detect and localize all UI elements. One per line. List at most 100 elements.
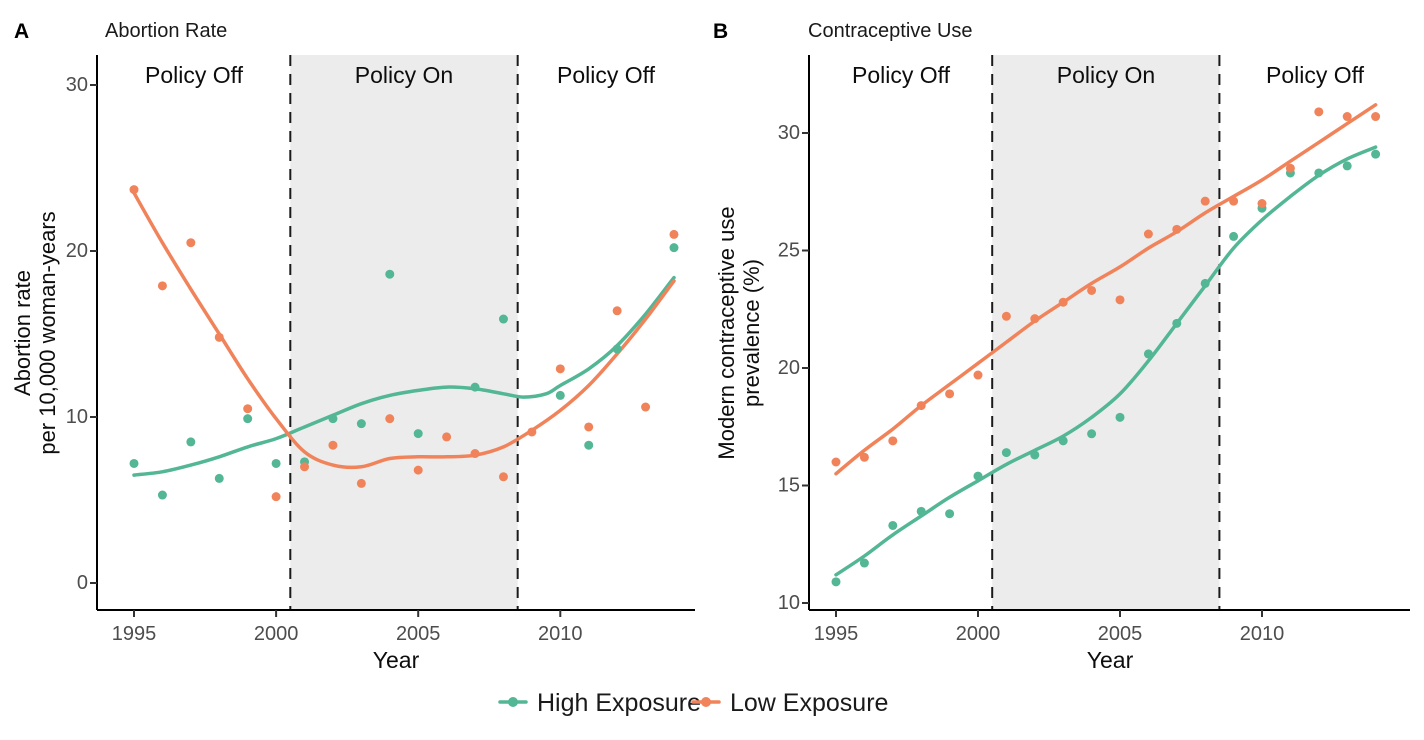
- panel-a-ylabel-line1: Abortion rate: [10, 270, 35, 396]
- data-point-low-exposure: [186, 238, 196, 248]
- panel-b-title: Contraceptive Use: [808, 20, 973, 42]
- data-point-low-exposure: [1087, 285, 1097, 295]
- data-point-low-exposure: [527, 427, 537, 437]
- data-point-low-exposure: [641, 402, 651, 412]
- data-point-high-exposure: [385, 269, 395, 279]
- data-point-high-exposure: [945, 509, 955, 519]
- data-point-low-exposure: [356, 478, 366, 488]
- data-point-low-exposure: [470, 449, 480, 459]
- data-point-high-exposure: [1229, 231, 1239, 241]
- x-tick-label: 1995: [814, 623, 859, 645]
- data-point-low-exposure: [1314, 107, 1324, 117]
- data-point-high-exposure: [1115, 412, 1125, 422]
- y-tick-label: 25: [778, 240, 800, 262]
- panel-a-title: Abortion Rate: [105, 20, 227, 42]
- data-point-high-exposure: [1143, 349, 1153, 359]
- data-point-low-exposure: [271, 492, 281, 502]
- y-tick-label: 30: [778, 122, 800, 144]
- data-point-low-exposure: [328, 440, 338, 450]
- data-point-high-exposure: [470, 382, 480, 392]
- x-tick-label: 1995: [112, 623, 157, 645]
- y-tick-label: 0: [77, 572, 88, 594]
- data-point-high-exposure: [1314, 168, 1324, 178]
- data-point-high-exposure: [1058, 436, 1068, 446]
- data-point-high-exposure: [916, 506, 926, 516]
- panel-b-ylabel-line1: Modern contraceptive use: [714, 206, 739, 459]
- data-point-high-exposure: [888, 520, 898, 530]
- data-point-high-exposure: [214, 473, 224, 483]
- x-tick-label: 2000: [956, 623, 1001, 645]
- policy-on-shaded-region: [290, 55, 518, 610]
- x-tick-label: 2010: [538, 623, 583, 645]
- panel-b-region-label-policy-off-left: Policy Off: [852, 62, 951, 88]
- panel-a-letter: A: [14, 20, 29, 43]
- data-point-low-exposure: [157, 281, 167, 291]
- data-point-low-exposure: [1058, 297, 1068, 307]
- data-point-low-exposure: [1172, 224, 1182, 234]
- panel-b-region-label-policy-off-right: Policy Off: [1266, 62, 1365, 88]
- data-point-high-exposure: [157, 490, 167, 500]
- data-point-low-exposure: [1030, 314, 1040, 324]
- data-point-high-exposure: [973, 471, 983, 481]
- data-point-high-exposure: [413, 429, 423, 439]
- panel-b-plot: 10 15 20 25 30 1995 2000 2005 2010: [778, 55, 1410, 645]
- panel-a-region-label-policy-on: Policy On: [355, 62, 453, 88]
- data-point-low-exposure: [243, 404, 253, 414]
- panel-a-region-label-policy-off-right: Policy Off: [557, 62, 656, 88]
- data-point-high-exposure: [1001, 448, 1011, 458]
- y-tick-label: 10: [778, 592, 800, 614]
- data-point-low-exposure: [214, 332, 224, 342]
- data-point-low-exposure: [498, 472, 508, 482]
- panel-a-ylabel-line2: per 10,000 woman-years: [35, 211, 60, 454]
- data-point-high-exposure: [555, 390, 565, 400]
- data-point-low-exposure: [916, 401, 926, 411]
- panel-a-xlabel: Year: [373, 647, 420, 673]
- data-point-low-exposure: [669, 229, 679, 239]
- data-point-high-exposure: [356, 419, 366, 429]
- panel-a-region-label-policy-off-left: Policy Off: [145, 62, 244, 88]
- legend-label-high-exposure: High Exposure: [537, 689, 701, 717]
- legend-key-high-exposure-dot: [508, 697, 518, 707]
- data-point-low-exposure: [831, 457, 841, 467]
- data-point-high-exposure: [831, 577, 841, 587]
- data-point-high-exposure: [669, 243, 679, 253]
- data-point-low-exposure: [1001, 311, 1011, 321]
- panel-b-region-label-policy-on: Policy On: [1057, 62, 1155, 88]
- data-point-low-exposure: [129, 185, 139, 195]
- data-point-low-exposure: [385, 414, 395, 424]
- data-point-low-exposure: [888, 436, 898, 446]
- data-point-high-exposure: [271, 458, 281, 468]
- data-point-low-exposure: [584, 422, 594, 432]
- data-point-high-exposure: [328, 414, 338, 424]
- data-point-high-exposure: [1172, 318, 1182, 328]
- data-point-high-exposure: [1371, 149, 1381, 159]
- data-point-low-exposure: [859, 452, 869, 462]
- x-tick-label: 2005: [396, 623, 441, 645]
- data-point-low-exposure: [1143, 229, 1153, 239]
- y-tick-label: 10: [66, 406, 88, 428]
- data-point-low-exposure: [1285, 163, 1295, 173]
- legend-label-low-exposure: Low Exposure: [730, 689, 888, 717]
- data-point-low-exposure: [973, 370, 983, 380]
- data-point-high-exposure: [129, 458, 139, 468]
- policy-on-shaded-region: [992, 55, 1220, 610]
- data-point-high-exposure: [1200, 278, 1210, 288]
- data-point-high-exposure: [1342, 161, 1352, 171]
- data-point-high-exposure: [859, 558, 869, 568]
- data-point-low-exposure: [1200, 196, 1210, 206]
- data-point-high-exposure: [186, 437, 196, 447]
- legend-key-low-exposure-dot: [701, 697, 711, 707]
- data-point-low-exposure: [555, 364, 565, 374]
- data-point-high-exposure: [243, 414, 253, 424]
- y-tick-label: 15: [778, 475, 800, 497]
- x-tick-label: 2005: [1098, 623, 1143, 645]
- data-point-low-exposure: [945, 389, 955, 399]
- panel-b-letter: B: [713, 20, 728, 43]
- y-tick-label: 20: [778, 357, 800, 379]
- x-tick-label: 2000: [254, 623, 299, 645]
- data-point-low-exposure: [1257, 199, 1267, 208]
- data-point-low-exposure: [1371, 112, 1381, 122]
- data-point-low-exposure: [1342, 112, 1352, 122]
